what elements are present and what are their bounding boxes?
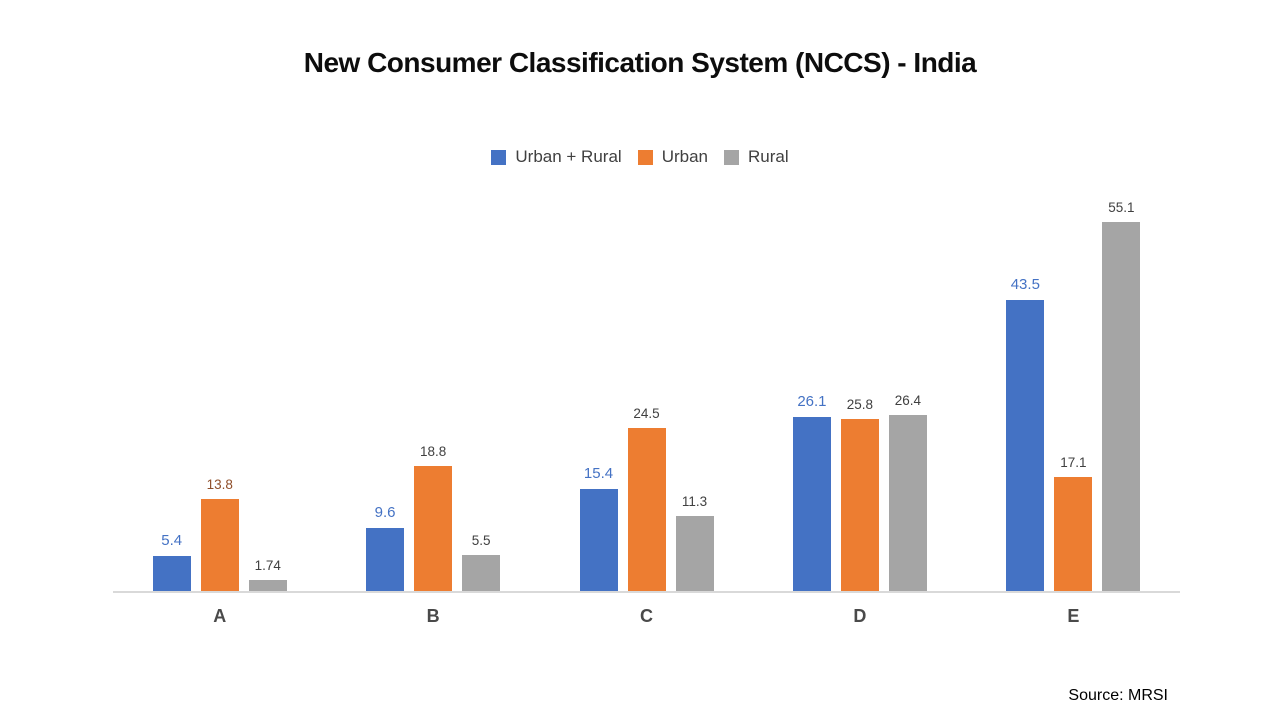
- bar-value-label: 15.4: [583, 464, 614, 482]
- bar-value-label: 25.8: [846, 396, 874, 412]
- legend-label: Urban + Rural: [515, 147, 622, 166]
- bar-rect-rural: [462, 555, 501, 592]
- bar-urban-b: 18.8: [414, 443, 453, 592]
- bar-value-label: 5.5: [471, 533, 491, 549]
- bar-rect-rural: [248, 580, 287, 592]
- bar-value-label: 26.4: [894, 392, 922, 408]
- bar-urban-a: 13.8: [200, 477, 239, 592]
- category-label-d: D: [853, 606, 867, 626]
- legend-item-urban-rural: Urban + Rural: [491, 147, 622, 167]
- bar-rect-rural: [1102, 222, 1141, 592]
- bar-rect-rural: [675, 516, 714, 592]
- bar-rect-urban-rural: [579, 488, 618, 592]
- x-axis-line: [113, 591, 1180, 593]
- bar-rect-rural: [888, 414, 927, 592]
- bar-rect-urban-rural: [366, 527, 405, 592]
- bar-urban-c: 24.5: [627, 405, 666, 592]
- bar-rect-urban: [1054, 477, 1093, 592]
- bar-group-a: 5.4 13.8 1.74: [113, 477, 326, 592]
- category-row: A B C D E: [113, 606, 1180, 627]
- bar-value-label: 18.8: [419, 443, 447, 459]
- bar-urban-e: 17.1: [1054, 455, 1093, 592]
- category-label-c: C: [640, 606, 654, 626]
- bar-value-label: 17.1: [1060, 455, 1087, 471]
- bar-rect-urban: [414, 465, 453, 592]
- bar-value-label: 13.8: [206, 477, 233, 493]
- bar-value-label: 43.5: [1010, 275, 1040, 293]
- bar-rect-urban-rural: [1006, 299, 1045, 592]
- bar-urban-rural-d: 26.1: [792, 392, 831, 592]
- legend-swatch-icon: [491, 149, 507, 165]
- source-note: Source: MRSI: [1068, 687, 1168, 704]
- bar-value-label: 5.4: [161, 531, 183, 549]
- bar-group-c: 15.4 24.5 11.3: [540, 405, 753, 592]
- bar-rural-d: 26.4: [888, 392, 927, 592]
- bar-value-label: 11.3: [681, 494, 708, 510]
- bar-rect-urban-rural: [152, 555, 191, 592]
- bar-rect-urban: [627, 427, 666, 592]
- bar-value-label: 1.74: [254, 558, 281, 574]
- bar-urban-rural-c: 15.4: [579, 464, 618, 592]
- plot-area: 5.4 13.8 1.74 9.6 18.8 5.5 15.4 24.5 11.3 26.1 25.…: [113, 190, 1180, 592]
- bar-rect-urban: [200, 499, 239, 592]
- category-label-a: A: [213, 606, 227, 626]
- legend-swatch-icon: [637, 149, 653, 165]
- bar-rect-urban: [840, 418, 879, 592]
- bar-rural-a: 1.74: [248, 558, 287, 592]
- legend-label: Rural: [748, 147, 789, 166]
- bar-rural-b: 5.5: [462, 533, 501, 592]
- legend-item-urban: Urban: [637, 147, 708, 167]
- legend-item-rural: Rural: [724, 147, 789, 167]
- bar-urban-rural-b: 9.6: [366, 503, 405, 592]
- bar-rural-c: 11.3: [675, 494, 714, 592]
- legend: Urban + Rural Urban Rural: [0, 147, 1280, 167]
- bar-urban-rural-e: 43.5: [1006, 275, 1045, 592]
- bar-group-d: 26.1 25.8 26.4: [753, 393, 966, 592]
- category-label-b: B: [426, 606, 440, 626]
- bar-rural-e: 55.1: [1102, 200, 1141, 592]
- bar-rect-urban-rural: [792, 416, 831, 592]
- chart-title: New Consumer Classification System (NCCS…: [303, 47, 977, 78]
- bar-urban-rural-a: 5.4: [152, 531, 191, 592]
- bar-value-label: 26.1: [797, 392, 827, 410]
- legend-label: Urban: [661, 147, 708, 166]
- bar-value-label: 55.1: [1108, 200, 1135, 215]
- bar-value-label: 24.5: [633, 405, 660, 421]
- legend-swatch-icon: [724, 149, 739, 165]
- category-label-e: E: [1067, 606, 1080, 626]
- bar-urban-d: 25.8: [840, 396, 879, 592]
- bar-value-label: 9.6: [374, 503, 396, 521]
- bar-group-e: 43.5 17.1 55.1: [967, 200, 1180, 592]
- bar-group-b: 9.6 18.8 5.5: [326, 444, 539, 592]
